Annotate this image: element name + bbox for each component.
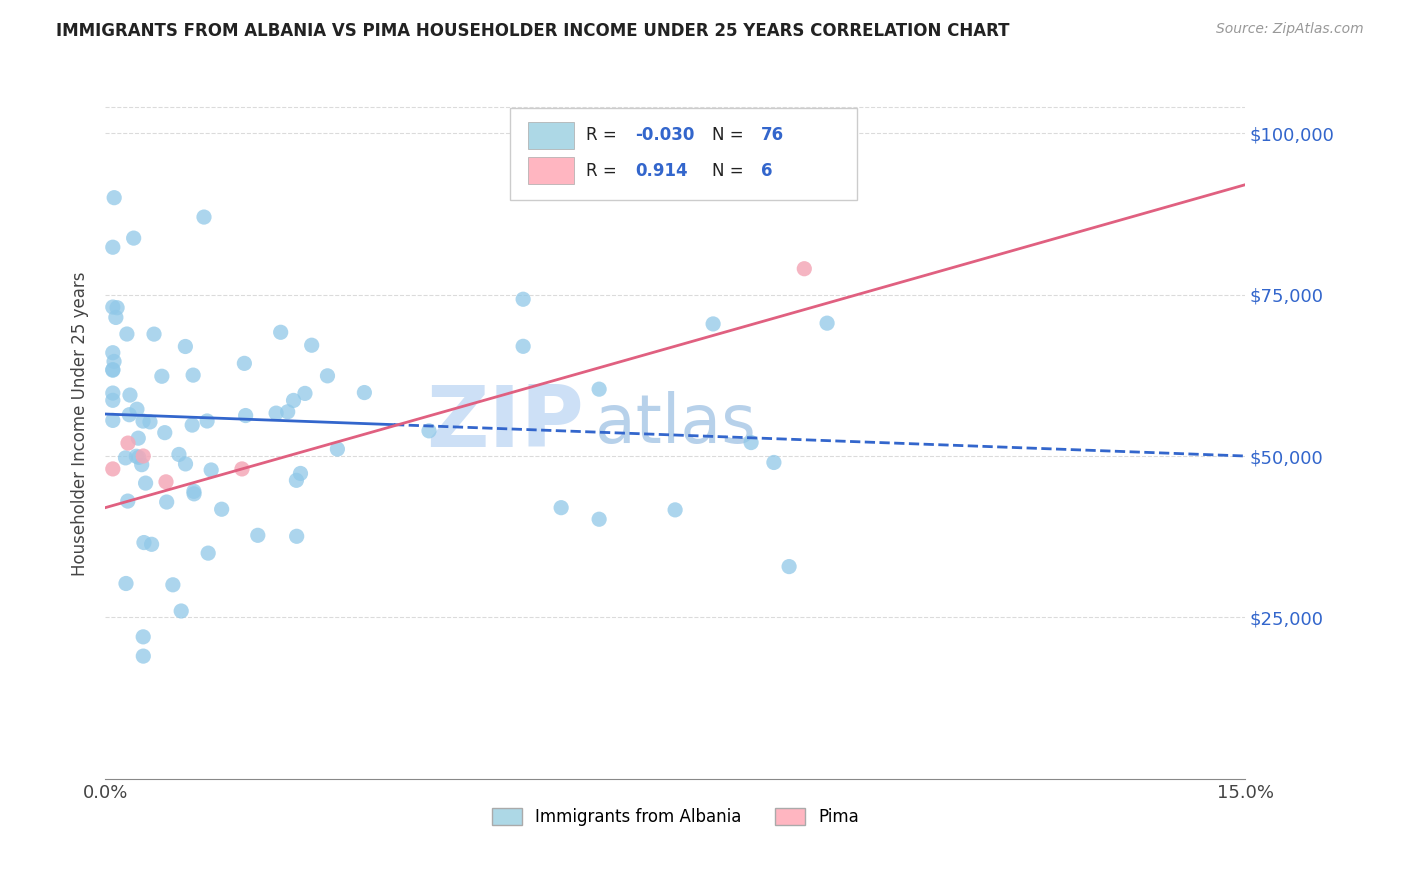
Point [105, 301, 128, 315]
Point [101, 413, 124, 427]
Text: -0.030: -0.030 [636, 127, 695, 145]
Point [150, 369, 173, 384]
Point [353, 385, 375, 400]
Text: 0.914: 0.914 [636, 161, 688, 180]
Point [101, 300, 124, 314]
Point [139, 415, 162, 429]
Point [285, 529, 308, 543]
Point [283, 393, 305, 408]
Point [101, 240, 124, 254]
Point [115, 326, 138, 341]
Point [162, 578, 184, 592]
Text: ZIP: ZIP [426, 382, 583, 466]
Text: 6: 6 [761, 161, 772, 180]
Point [793, 261, 815, 276]
Point [101, 386, 124, 401]
Point [167, 447, 190, 461]
Point [156, 495, 179, 509]
Point [235, 409, 257, 423]
Point [117, 436, 139, 450]
Text: IMMIGRANTS FROM ALBANIA VS PIMA HOUSEHOLDER INCOME UNDER 25 YEARS CORRELATION CH: IMMIGRANTS FROM ALBANIA VS PIMA HOUSEHOL… [56, 22, 1010, 40]
Point [101, 345, 124, 359]
Point [101, 362, 124, 376]
Point [512, 292, 534, 306]
Point [122, 231, 145, 245]
Text: 76: 76 [761, 127, 783, 145]
Point [135, 476, 157, 491]
Point [103, 191, 125, 205]
Point [115, 576, 138, 591]
Y-axis label: Householder Income Under 25 years: Householder Income Under 25 years [72, 271, 89, 576]
Point [233, 356, 256, 370]
Point [104, 310, 127, 325]
Point [264, 406, 287, 420]
Point [117, 494, 139, 508]
Point [103, 354, 125, 368]
Point [664, 503, 686, 517]
Point [132, 414, 155, 428]
Point [326, 442, 349, 456]
Point [183, 487, 205, 501]
Point [125, 450, 148, 464]
Text: N =: N = [711, 127, 748, 145]
Point [181, 368, 204, 383]
Point [762, 455, 785, 469]
FancyBboxPatch shape [529, 157, 574, 185]
Point [101, 462, 124, 476]
Point [316, 368, 339, 383]
Point [418, 424, 440, 438]
Point [132, 449, 155, 463]
Point [211, 502, 233, 516]
FancyBboxPatch shape [510, 108, 858, 200]
Point [118, 388, 141, 402]
Point [125, 402, 148, 417]
Point [815, 316, 838, 330]
Point [193, 210, 215, 224]
Point [294, 386, 316, 401]
Text: atlas: atlas [595, 391, 756, 457]
Point [270, 326, 292, 340]
Point [285, 473, 308, 487]
Point [181, 418, 204, 433]
Point [588, 382, 610, 396]
Point [118, 408, 141, 422]
Point [231, 462, 253, 476]
Point [101, 393, 124, 408]
Point [143, 327, 166, 342]
Point [141, 537, 163, 551]
Point [197, 546, 219, 560]
Point [128, 450, 150, 465]
Point [277, 405, 299, 419]
Point [132, 630, 155, 644]
Point [174, 457, 197, 471]
Point [588, 512, 610, 526]
Point [183, 484, 205, 499]
Point [170, 604, 193, 618]
Point [155, 475, 177, 489]
Point [132, 649, 155, 664]
Point [301, 338, 323, 352]
Text: Source: ZipAtlas.com: Source: ZipAtlas.com [1216, 22, 1364, 37]
Point [131, 458, 153, 472]
FancyBboxPatch shape [529, 122, 574, 149]
Point [101, 363, 124, 377]
Point [153, 425, 176, 440]
Point [132, 535, 155, 549]
Text: R =: R = [586, 127, 623, 145]
Point [195, 414, 218, 428]
Point [778, 559, 800, 574]
Text: R =: R = [586, 161, 623, 180]
Point [127, 431, 149, 445]
Point [512, 339, 534, 353]
Point [246, 528, 269, 542]
Point [114, 450, 136, 465]
Point [550, 500, 572, 515]
Point [200, 463, 222, 477]
Text: N =: N = [711, 161, 748, 180]
Point [740, 435, 762, 450]
Legend: Immigrants from Albania, Pima: Immigrants from Albania, Pima [484, 800, 868, 835]
Point [702, 317, 724, 331]
Point [290, 467, 312, 481]
Point [174, 339, 197, 353]
